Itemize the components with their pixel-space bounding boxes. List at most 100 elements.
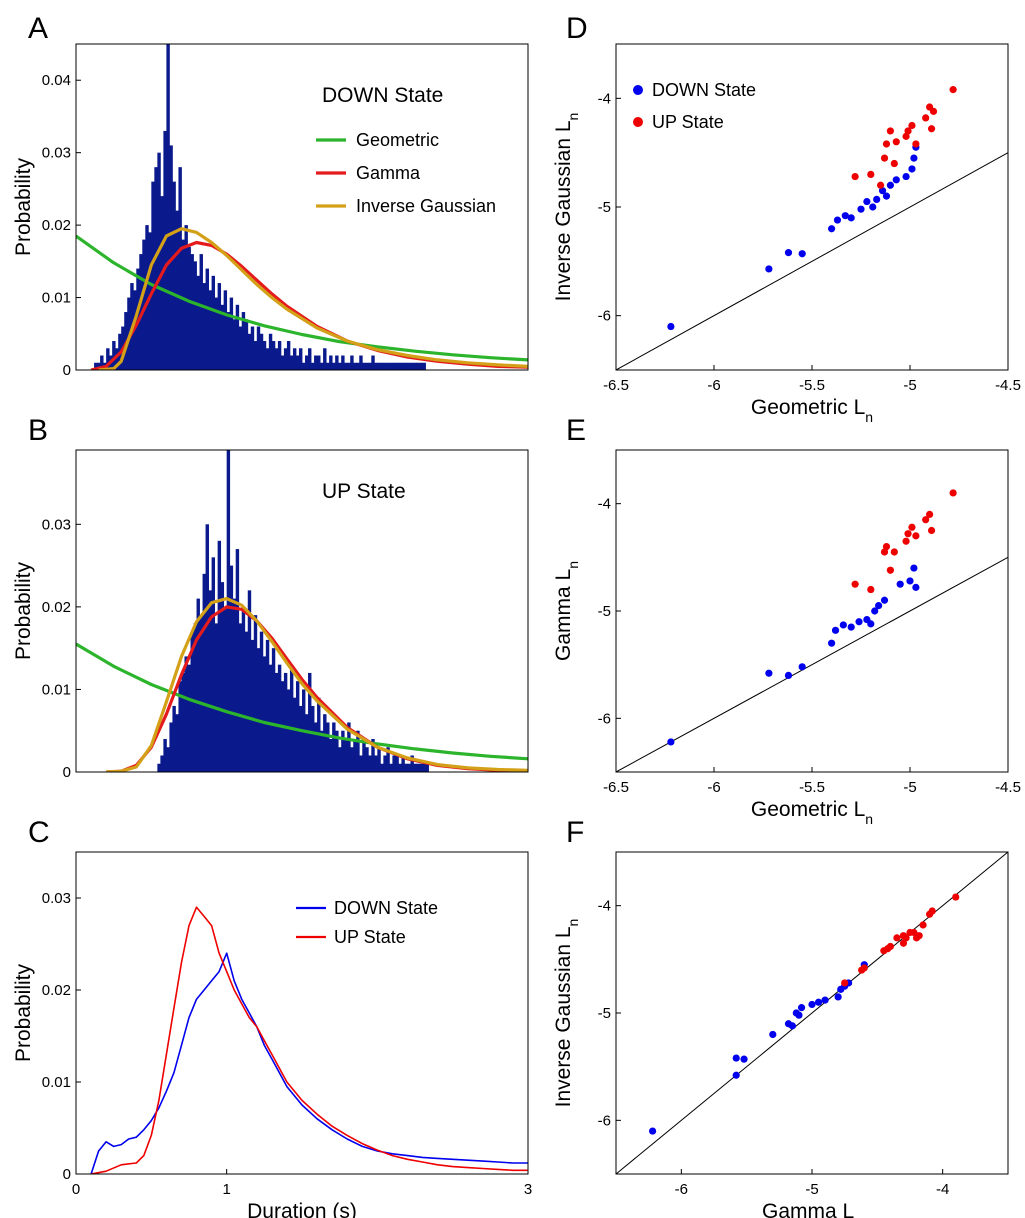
- scatter-point: [902, 537, 910, 545]
- histogram-bar: [392, 755, 396, 772]
- scatter-point: [912, 140, 920, 148]
- scatter-series: [667, 143, 920, 331]
- histogram-bar: [386, 747, 390, 772]
- histogram-bar: [181, 239, 185, 370]
- x-tick-label: -4.5: [995, 377, 1021, 394]
- histogram-bar: [407, 362, 411, 370]
- histogram-bar: [365, 747, 369, 772]
- histogram-bar: [202, 283, 206, 370]
- x-tick-label: -6.5: [603, 377, 629, 394]
- scatter-point: [765, 265, 773, 273]
- histogram-bar: [286, 689, 291, 772]
- histogram-bar: [196, 598, 200, 772]
- scatter-point: [732, 1054, 740, 1062]
- y-tick-label: 0.01: [42, 290, 71, 307]
- state-annotation: DOWN State: [322, 84, 443, 107]
- scatter-point: [732, 1071, 740, 1079]
- x-tick-label: -6: [707, 779, 720, 796]
- legend-marker: [633, 117, 643, 127]
- series-line: [90, 906, 528, 1174]
- histogram-bar: [338, 362, 342, 370]
- histogram-bar: [262, 341, 267, 370]
- histogram-bar: [283, 672, 288, 772]
- x-axis-label-subscript: n: [854, 1213, 862, 1218]
- histogram-bar: [178, 681, 182, 772]
- x-axis-label: Geometric Ln: [751, 798, 873, 827]
- y-axis-label-subscript: n: [565, 561, 581, 569]
- histogram-bar: [202, 573, 206, 772]
- histogram-bar: [392, 362, 396, 370]
- histogram-bar: [356, 362, 360, 370]
- histogram-bar: [289, 664, 294, 772]
- x-tick-label: -5.5: [799, 377, 825, 394]
- histogram-bar: [374, 362, 378, 370]
- x-axis-label: Geometric Ln: [751, 396, 873, 425]
- scatter-point: [769, 1030, 777, 1039]
- histogram-bar: [404, 362, 408, 370]
- histogram-bar: [347, 362, 351, 370]
- histogram-bar: [335, 730, 339, 772]
- scatter-point: [910, 154, 918, 162]
- histogram-bar: [112, 341, 116, 370]
- axes-frame: [615, 449, 1009, 773]
- scatter-series: [648, 961, 868, 1135]
- scatter-point: [857, 205, 865, 213]
- scatter-series: [841, 893, 960, 987]
- y-axis-label: Inverse Gaussian Ln: [552, 113, 581, 302]
- x-tick-label: -4.5: [995, 779, 1021, 796]
- histogram-bar: [356, 730, 360, 772]
- histogram-bar: [166, 44, 170, 370]
- scatter-series: [851, 489, 957, 594]
- scatter-point: [910, 928, 918, 937]
- scatter-point: [765, 669, 773, 677]
- histogram-bar: [250, 639, 255, 772]
- x-tick-label: 1: [222, 1181, 230, 1198]
- y-tick-label: -5: [598, 1005, 611, 1022]
- scatter-point: [882, 192, 891, 200]
- histogram-bar: [157, 152, 161, 370]
- histogram-bar: [347, 722, 351, 772]
- scatter-point: [906, 577, 914, 585]
- scatter-point: [784, 249, 793, 257]
- histogram-bar: [250, 326, 255, 370]
- y-tick-label: 0: [63, 764, 71, 781]
- scatter-point: [878, 187, 887, 195]
- histogram-bar: [353, 738, 357, 772]
- histogram-bar: [229, 565, 234, 772]
- histogram-bar: [226, 450, 231, 772]
- histogram-bar: [377, 747, 381, 772]
- histogram-bar: [256, 326, 261, 370]
- histogram-bar: [422, 362, 426, 370]
- y-axis-label-subscript: n: [565, 113, 581, 121]
- y-tick-label: -6: [598, 710, 611, 727]
- histogram-bar: [97, 362, 101, 370]
- x-tick-label: -6: [675, 1181, 688, 1198]
- scatter-point: [908, 121, 916, 130]
- histogram-bar: [160, 755, 164, 772]
- panel-label: D: [566, 12, 588, 45]
- scatter-point: [892, 176, 900, 184]
- histogram-bar: [371, 355, 375, 370]
- histogram-bar: [383, 362, 387, 370]
- scatter-point: [915, 932, 923, 940]
- histogram-bar: [253, 615, 258, 772]
- histogram-bar: [235, 304, 240, 370]
- scatter-point: [821, 996, 829, 1004]
- y-tick-label: 0: [63, 1166, 71, 1183]
- histogram-bar: [247, 590, 252, 772]
- histogram-bar: [205, 524, 209, 772]
- histogram-bar: [166, 747, 170, 772]
- panel-b: B 0 0.01 0.02 0.03 Probability UP State: [12, 414, 529, 781]
- scatter-point: [880, 596, 889, 604]
- histogram-bar: [286, 341, 291, 370]
- scatter-point: [873, 195, 881, 203]
- histogram-bar: [359, 355, 363, 370]
- histogram-bar: [196, 275, 200, 370]
- x-axis-label-subscript: n: [865, 409, 873, 425]
- histogram-bar: [175, 714, 179, 772]
- histogram-bar: [244, 631, 249, 772]
- y-tick-label: -4: [598, 898, 611, 915]
- histogram-bar: [292, 697, 297, 772]
- histogram-bar: [157, 763, 161, 772]
- y-tick-label: 0: [63, 362, 71, 379]
